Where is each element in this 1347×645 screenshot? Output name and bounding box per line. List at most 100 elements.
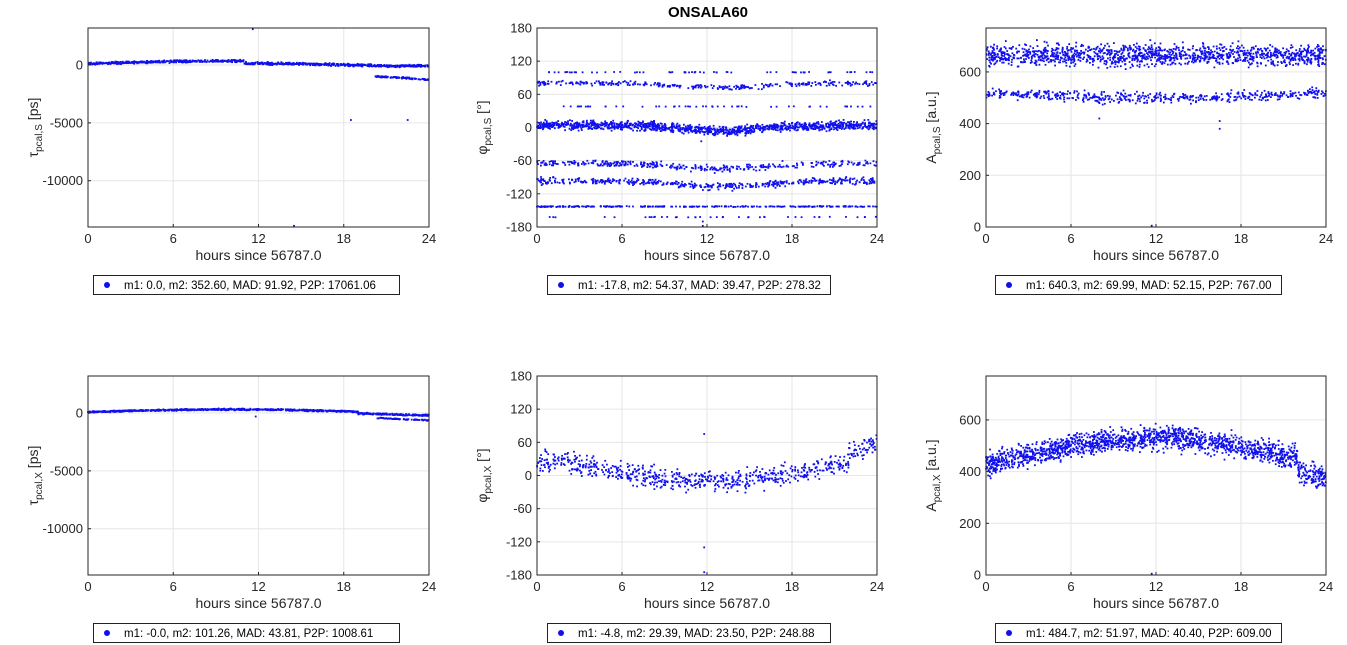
data-point bbox=[772, 163, 774, 166]
data-point bbox=[625, 162, 627, 165]
data-point bbox=[350, 119, 352, 121]
data-point bbox=[748, 130, 751, 132]
data-point bbox=[647, 122, 649, 125]
data-point bbox=[801, 127, 804, 130]
data-point bbox=[411, 78, 414, 81]
data-point bbox=[426, 65, 429, 68]
data-point bbox=[761, 88, 763, 91]
data-point bbox=[1227, 57, 1230, 60]
data-point bbox=[855, 81, 857, 84]
data-point bbox=[763, 215, 766, 218]
data-point bbox=[650, 181, 653, 184]
data-point bbox=[1025, 49, 1028, 52]
data-point bbox=[736, 134, 739, 137]
data-point bbox=[330, 63, 333, 65]
data-point bbox=[719, 167, 722, 170]
data-point bbox=[1215, 57, 1218, 60]
data-point bbox=[1091, 58, 1093, 60]
data-point bbox=[581, 81, 584, 84]
data-point bbox=[603, 182, 606, 185]
data-point bbox=[1112, 57, 1114, 59]
data-point bbox=[374, 65, 377, 68]
data-point bbox=[542, 121, 545, 124]
data-point bbox=[724, 85, 727, 88]
data-point bbox=[837, 179, 840, 182]
data-point bbox=[649, 205, 652, 208]
data-point bbox=[825, 125, 828, 128]
data-point bbox=[546, 82, 549, 85]
data-point bbox=[574, 180, 577, 183]
data-point bbox=[1079, 56, 1082, 59]
data-point bbox=[758, 205, 761, 208]
data-point bbox=[701, 168, 703, 170]
data-point bbox=[629, 161, 631, 164]
data-point bbox=[714, 205, 717, 208]
data-point bbox=[548, 124, 551, 127]
data-point bbox=[1151, 56, 1153, 59]
data-point bbox=[764, 125, 767, 128]
data-point bbox=[1174, 52, 1177, 55]
data-point bbox=[747, 205, 749, 208]
data-point bbox=[1158, 59, 1160, 62]
data-point bbox=[794, 216, 797, 218]
data-point bbox=[1161, 61, 1164, 63]
data-point bbox=[543, 84, 546, 86]
data-point bbox=[730, 88, 733, 91]
data-point bbox=[571, 205, 573, 208]
data-point bbox=[819, 128, 822, 131]
data-point bbox=[1305, 54, 1308, 57]
data-point bbox=[711, 168, 714, 171]
data-point bbox=[1128, 55, 1130, 58]
data-point bbox=[582, 121, 585, 124]
data-point bbox=[710, 186, 713, 189]
data-point bbox=[576, 105, 579, 108]
data-point bbox=[180, 59, 182, 62]
data-point bbox=[818, 216, 821, 219]
data-point bbox=[103, 62, 106, 65]
data-point bbox=[564, 205, 567, 208]
data-point bbox=[1246, 52, 1248, 54]
data-point bbox=[1277, 61, 1279, 63]
data-point bbox=[366, 65, 369, 67]
data-point bbox=[388, 64, 390, 67]
data-point bbox=[747, 163, 750, 166]
data-point bbox=[547, 82, 550, 85]
data-point bbox=[684, 183, 686, 185]
data-point bbox=[1194, 54, 1197, 57]
data-point bbox=[415, 77, 417, 80]
data-point bbox=[675, 166, 678, 169]
data-point bbox=[682, 127, 684, 129]
data-point bbox=[595, 123, 598, 126]
data-point bbox=[702, 189, 704, 191]
data-point bbox=[1249, 57, 1252, 60]
data-point bbox=[376, 74, 379, 77]
x-tick-label: 6 bbox=[618, 231, 625, 246]
data-point bbox=[585, 125, 588, 128]
data-point bbox=[821, 124, 824, 127]
data-point bbox=[726, 135, 728, 137]
data-point bbox=[555, 163, 558, 165]
data-point bbox=[604, 105, 607, 108]
data-point bbox=[577, 180, 580, 182]
data-point bbox=[712, 167, 715, 170]
data-point bbox=[832, 179, 834, 182]
data-point bbox=[94, 63, 96, 65]
data-point bbox=[266, 63, 269, 66]
data-point bbox=[571, 127, 573, 129]
data-point bbox=[864, 182, 867, 184]
data-point bbox=[764, 126, 767, 129]
data-point bbox=[587, 105, 590, 108]
data-point bbox=[1179, 56, 1182, 59]
data-point bbox=[224, 59, 227, 62]
data-point bbox=[697, 84, 700, 87]
data-point bbox=[1223, 46, 1226, 48]
data-point bbox=[1132, 65, 1134, 67]
data-point bbox=[639, 129, 641, 132]
data-point bbox=[158, 59, 161, 62]
data-point bbox=[1172, 61, 1175, 64]
data-point bbox=[624, 126, 626, 128]
data-point bbox=[633, 124, 636, 127]
data-point bbox=[814, 124, 817, 127]
data-point bbox=[734, 133, 737, 136]
data-point bbox=[649, 165, 652, 168]
